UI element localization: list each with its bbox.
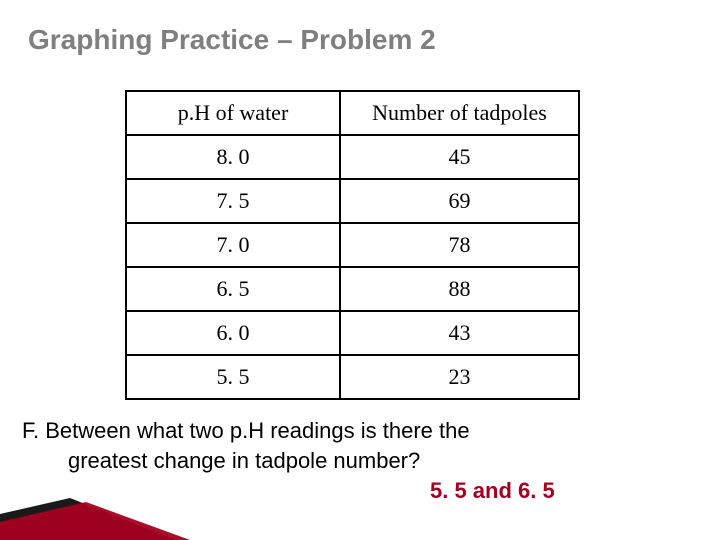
table-row: 7. 0 78 — [126, 223, 579, 267]
table-cell: 78 — [340, 223, 579, 267]
table-cell: 43 — [340, 311, 579, 355]
table-row: 6. 5 88 — [126, 267, 579, 311]
table-row: 7. 5 69 — [126, 179, 579, 223]
table-cell: 45 — [340, 135, 579, 179]
data-table: p.H of water Number of tadpoles 8. 0 45 … — [125, 90, 580, 400]
table-cell: 88 — [340, 267, 579, 311]
table-row: 8. 0 45 — [126, 135, 579, 179]
table-header-cell: p.H of water — [126, 91, 340, 135]
table-row: 6. 0 43 — [126, 311, 579, 355]
table-cell: 7. 5 — [126, 179, 340, 223]
answer-text: 5. 5 and 6. 5 — [430, 478, 555, 504]
table-cell: 7. 0 — [126, 223, 340, 267]
question-text: F. Between what two p.H readings is ther… — [22, 416, 702, 475]
table-cell: 6. 0 — [126, 311, 340, 355]
table-cell: 8. 0 — [126, 135, 340, 179]
page-title: Graphing Practice – Problem 2 — [28, 24, 436, 56]
question-line2: greatest change in tadpole number? — [22, 446, 702, 476]
table-header-cell: Number of tadpoles — [340, 91, 579, 135]
table-header-row: p.H of water Number of tadpoles — [126, 91, 579, 135]
corner-decoration-icon — [0, 478, 190, 540]
table-row: 5. 5 23 — [126, 355, 579, 399]
table-cell: 69 — [340, 179, 579, 223]
table-cell: 6. 5 — [126, 267, 340, 311]
question-line1: F. Between what two p.H readings is ther… — [22, 418, 470, 443]
table-cell: 5. 5 — [126, 355, 340, 399]
table-cell: 23 — [340, 355, 579, 399]
